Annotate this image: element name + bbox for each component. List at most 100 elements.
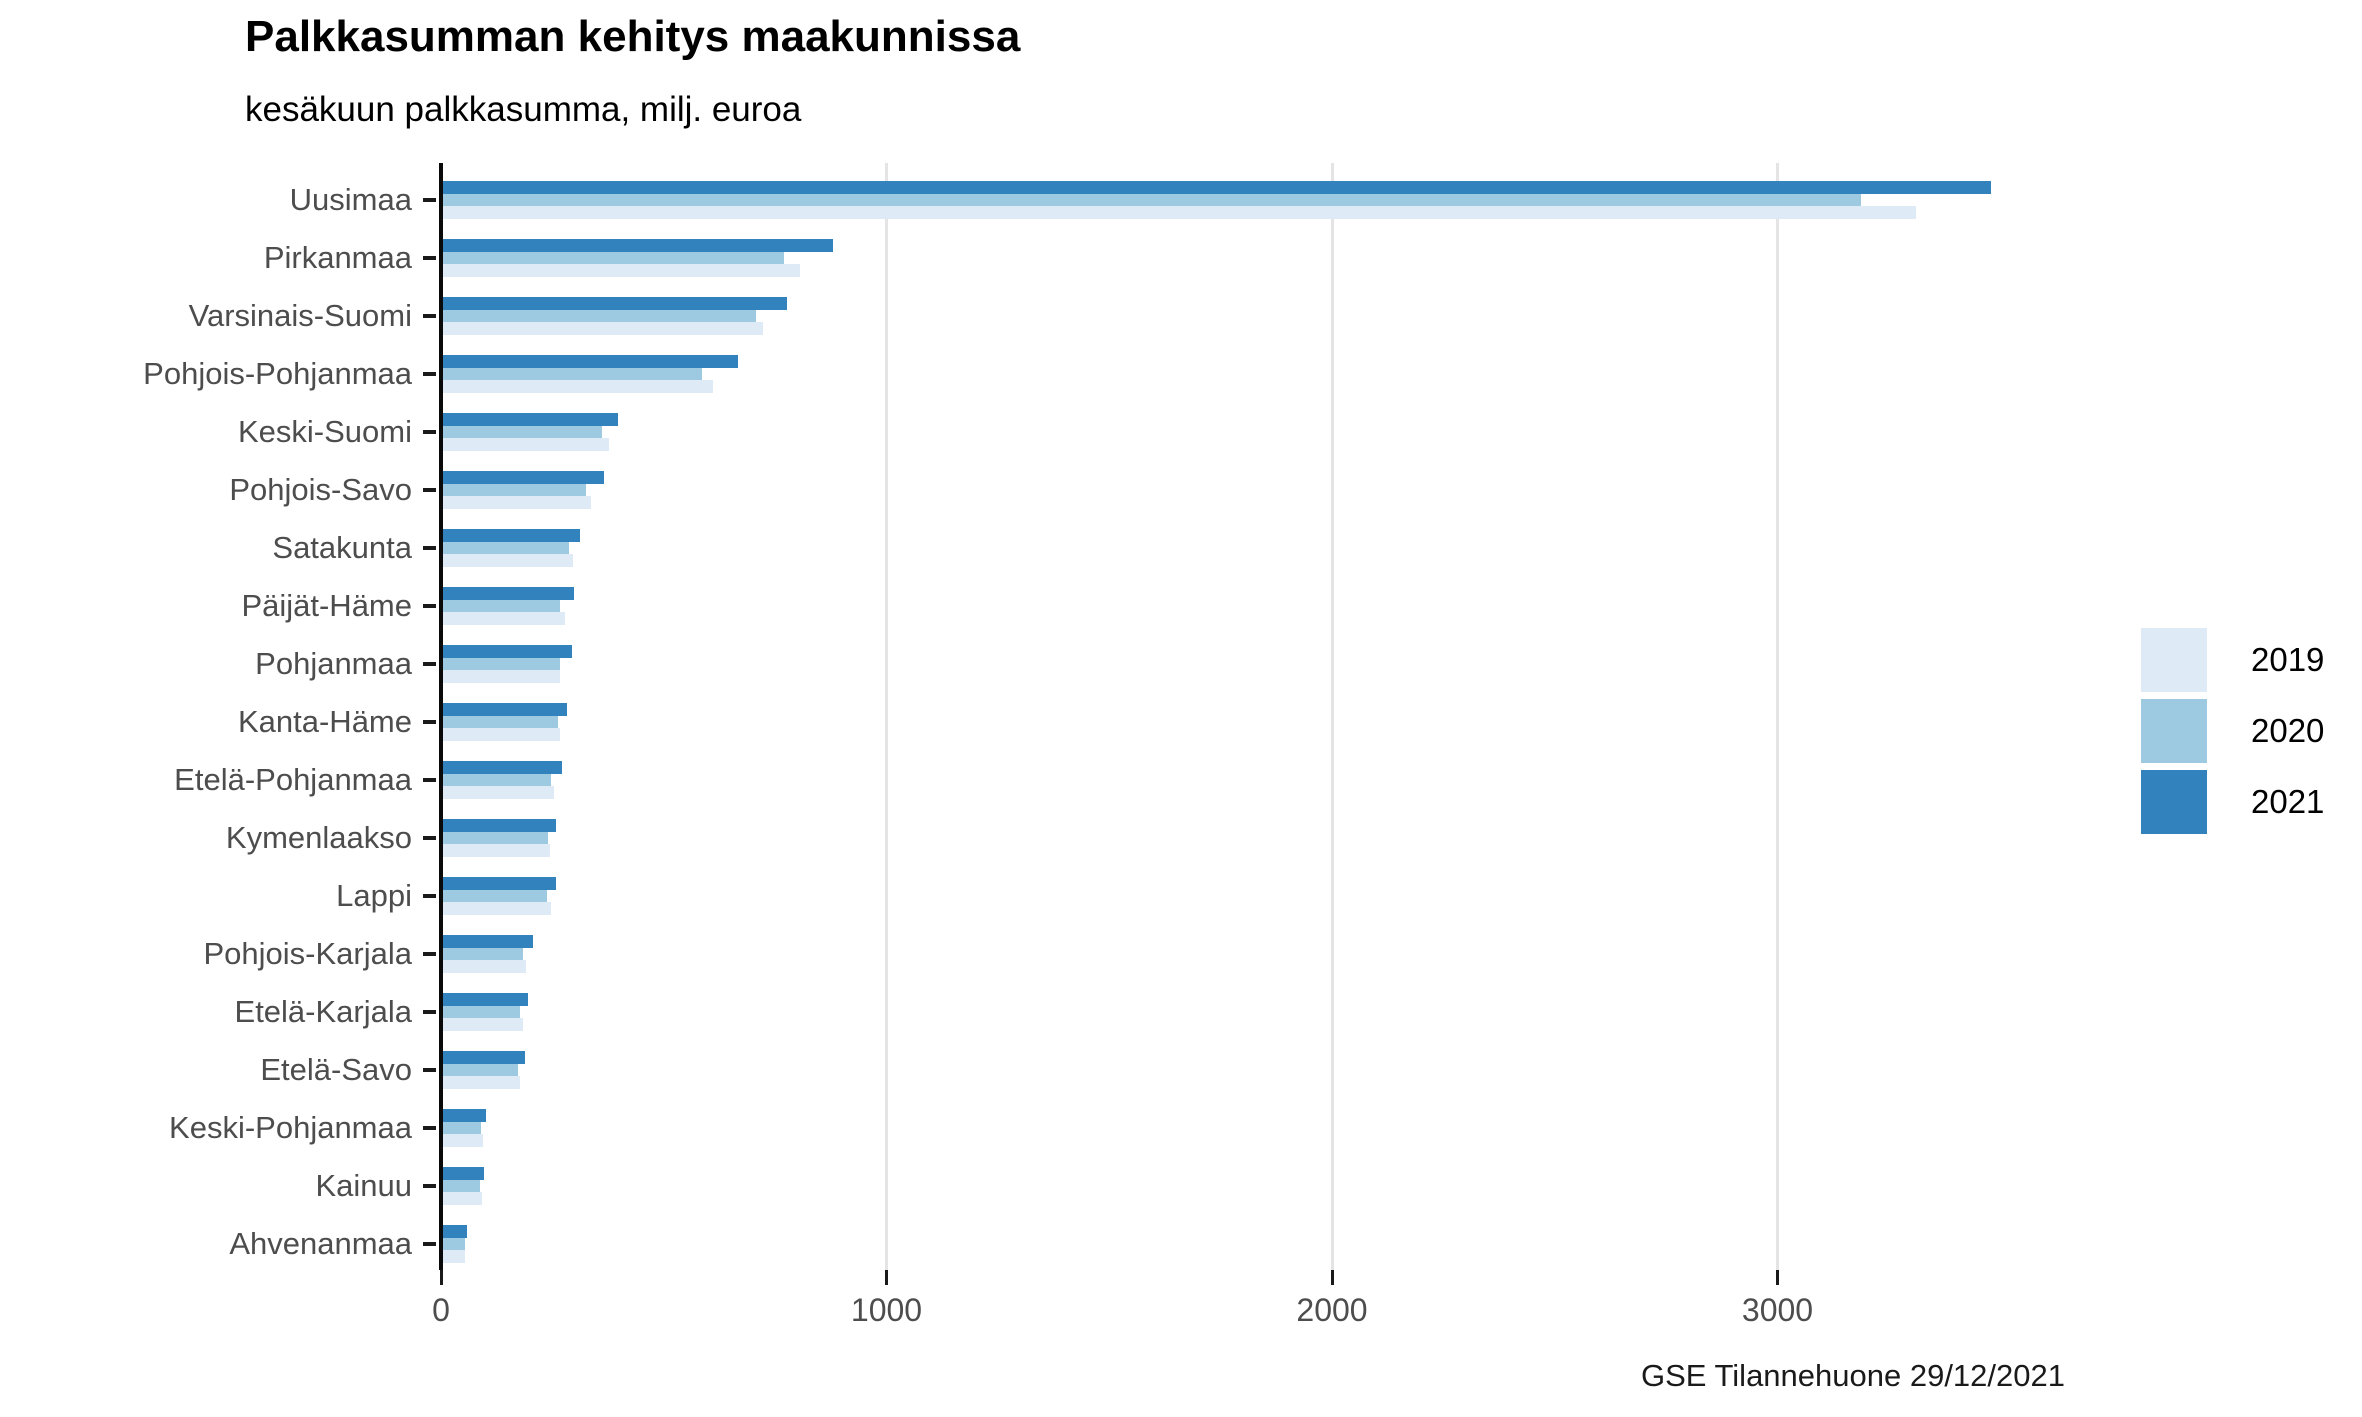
category-label-etela-savo: Etelä-Savo [260, 1052, 412, 1087]
bar-uusimaa-2020 [441, 193, 1861, 207]
bar-paijat-hame-2021 [441, 587, 575, 600]
bar-pohjois-savo-2021 [441, 471, 605, 484]
legend-item-2021: 2021 [2141, 770, 2324, 834]
bar-pohjanmaa-2019 [441, 670, 560, 683]
bar-lappi-2021 [441, 877, 556, 890]
bar-paijat-hame-2020 [441, 599, 561, 613]
bar-uusimaa-2021 [441, 181, 1991, 194]
bar-group-pohjois-pohjanmaa [441, 355, 739, 393]
category-label-varsinais-suomi: Varsinais-Suomi [188, 298, 412, 333]
legend: 2019 2020 2021 [2141, 628, 2324, 834]
bar-group-pohjanmaa [441, 645, 572, 683]
bar-pirkanmaa-2021 [441, 239, 833, 252]
legend-item-2020: 2020 [2141, 699, 2324, 763]
category-label-uusimaa: Uusimaa [289, 182, 412, 217]
bar-pirkanmaa-2019 [441, 264, 801, 277]
bar-group-etela-pohjanmaa [441, 761, 563, 799]
category-label-etela-karjala: Etelä-Karjala [234, 994, 412, 1029]
y-tick-satakunta [423, 546, 436, 550]
bar-ahvenanmaa-2021 [441, 1225, 467, 1238]
bar-satakunta-2020 [441, 541, 570, 555]
y-tick-pohjanmaa [423, 662, 436, 666]
y-axis-line [439, 163, 443, 1270]
bar-group-pohjois-karjala [441, 935, 534, 973]
y-tick-kainuu [423, 1184, 436, 1188]
category-label-pohjanmaa: Pohjanmaa [255, 646, 412, 681]
legend-label-2021: 2021 [2251, 783, 2325, 820]
bar-group-varsinais-suomi [441, 297, 788, 335]
bar-group-etela-karjala [441, 993, 528, 1031]
bar-pohjanmaa-2020 [441, 657, 560, 671]
y-tick-etela-karjala [423, 1010, 436, 1014]
bar-kanta-hame-2021 [441, 703, 568, 716]
legend-swatch-2021 [2141, 770, 2207, 834]
x-tick-label-3000: 3000 [1741, 1292, 1814, 1328]
y-tick-lappi [423, 894, 436, 898]
gridline-1000 [885, 163, 888, 1270]
bar-keski-suomi-2020 [441, 425, 602, 439]
category-label-pohjois-pohjanmaa: Pohjois-Pohjanmaa [143, 356, 412, 391]
y-tick-kymenlaakso [423, 836, 436, 840]
bar-pirkanmaa-2020 [441, 251, 784, 265]
legend-item-2019: 2019 [2141, 628, 2324, 692]
category-label-pohjois-karjala: Pohjois-Karjala [203, 936, 413, 971]
chart-subtitle: kesäkuun palkkasumma, milj. euroa [245, 90, 802, 129]
bar-kanta-hame-2020 [441, 715, 559, 729]
bar-etela-pohjanmaa-2021 [441, 761, 563, 774]
category-label-keski-suomi: Keski-Suomi [238, 414, 412, 449]
bar-etela-pohjanmaa-2020 [441, 773, 552, 787]
category-label-satakunta: Satakunta [272, 530, 412, 565]
y-tick-etela-pohjanmaa [423, 778, 436, 782]
bar-pohjois-karjala-2020 [441, 947, 523, 961]
bar-lappi-2020 [441, 889, 547, 903]
x-tick-0 [439, 1270, 443, 1285]
x-tick-3000 [1776, 1270, 1779, 1285]
y-tick-etela-savo [423, 1068, 436, 1072]
y-tick-pohjois-karjala [423, 952, 436, 956]
gridline-2000 [1330, 163, 1334, 1270]
gridline-3000 [1776, 163, 1779, 1270]
y-tick-varsinais-suomi [423, 314, 436, 318]
bar-group-pirkanmaa [441, 239, 833, 277]
x-tick-label-1000: 1000 [850, 1292, 923, 1328]
bar-kainuu-2021 [441, 1167, 485, 1180]
bar-group-paijat-hame [441, 587, 575, 625]
bar-satakunta-2019 [441, 554, 574, 567]
y-tick-pohjois-pohjanmaa [423, 372, 436, 376]
bar-etela-savo-2019 [441, 1076, 520, 1089]
bar-kymenlaakso-2020 [441, 831, 548, 845]
bar-kymenlaakso-2021 [441, 819, 557, 832]
category-label-kanta-hame: Kanta-Häme [237, 704, 412, 739]
y-tick-pirkanmaa [423, 256, 436, 260]
bar-etela-pohjanmaa-2019 [441, 786, 554, 799]
bar-varsinais-suomi-2019 [441, 322, 764, 335]
y-tick-uusimaa [423, 198, 436, 202]
bar-pohjois-savo-2020 [441, 483, 586, 497]
bar-pohjanmaa-2021 [441, 645, 572, 658]
category-label-pirkanmaa: Pirkanmaa [263, 240, 412, 275]
bar-ahvenanmaa-2020 [441, 1237, 465, 1251]
bar-etela-karjala-2019 [441, 1018, 524, 1031]
y-tick-pohjois-savo [423, 488, 436, 492]
bar-group-kainuu [441, 1167, 485, 1205]
bar-group-uusimaa [441, 181, 1991, 219]
legend-swatch-2020 [2141, 699, 2207, 763]
bar-group-keski-pohjanmaa [441, 1109, 486, 1147]
y-tick-paijat-hame [423, 604, 436, 608]
bar-keski-suomi-2019 [441, 438, 609, 451]
legend-label-2020: 2020 [2251, 712, 2325, 749]
bar-keski-pohjanmaa-2021 [441, 1109, 486, 1122]
x-tick-2000 [1330, 1270, 1334, 1285]
category-label-pohjois-savo: Pohjois-Savo [229, 472, 412, 507]
bar-pohjois-karjala-2019 [441, 960, 527, 973]
y-tick-kanta-hame [423, 720, 436, 724]
bar-etela-karjala-2021 [441, 993, 528, 1006]
bar-lappi-2019 [441, 902, 551, 915]
bar-keski-pohjanmaa-2020 [441, 1121, 481, 1135]
bar-pohjois-pohjanmaa-2020 [441, 367, 703, 381]
plot-area [439, 163, 2100, 1270]
bar-uusimaa-2019 [441, 206, 1917, 219]
bar-paijat-hame-2019 [441, 612, 565, 625]
category-label-kainuu: Kainuu [315, 1168, 412, 1203]
